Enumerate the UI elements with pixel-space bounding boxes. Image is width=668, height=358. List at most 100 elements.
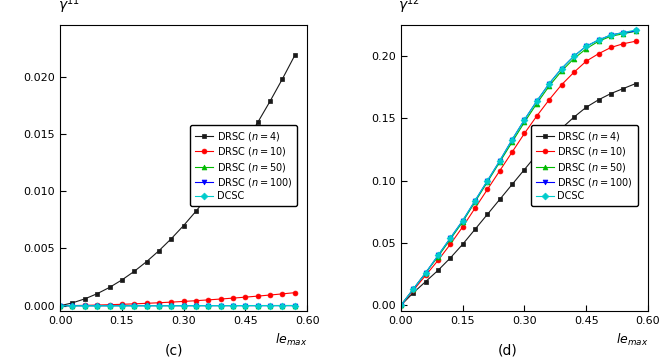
- DRSC ($n = 100$): [216, 304, 224, 308]
- DRSC ($n = 100$): [106, 304, 114, 308]
- DRSC ($n = 4$): [204, 194, 212, 198]
- DRSC ($n = 4$): [229, 159, 237, 164]
- DRSC ($n = 100$): [155, 304, 163, 308]
- DRSC ($n = 50$): [434, 255, 442, 259]
- DCSC: [155, 304, 163, 308]
- DRSC ($n = 50$): [545, 84, 553, 88]
- DRSC ($n = 50$): [216, 304, 224, 308]
- DRSC ($n = 4$): [167, 237, 175, 241]
- DRSC ($n = 100$): [632, 29, 640, 33]
- DCSC: [279, 303, 287, 308]
- DRSC ($n = 100$): [545, 81, 553, 86]
- DRSC ($n = 50$): [118, 304, 126, 308]
- DCSC: [118, 304, 126, 308]
- DCSC: [241, 304, 249, 308]
- DRSC ($n = 10$): [632, 39, 640, 43]
- DRSC ($n = 10$): [409, 288, 418, 292]
- Line: DRSC ($n = 100$): DRSC ($n = 100$): [57, 303, 297, 308]
- DRSC ($n = 10$): [106, 303, 114, 307]
- DRSC ($n = 100$): [229, 304, 237, 308]
- DRSC ($n = 100$): [180, 304, 188, 308]
- DRSC ($n = 4$): [241, 140, 249, 145]
- DRSC ($n = 4$): [68, 301, 76, 305]
- DRSC ($n = 10$): [279, 292, 287, 296]
- DRSC ($n = 100$): [595, 38, 603, 42]
- DRSC ($n = 10$): [167, 300, 175, 304]
- DCSC: [229, 304, 237, 308]
- DCSC: [446, 236, 454, 240]
- DCSC: [409, 287, 418, 291]
- DRSC ($n = 4$): [266, 99, 274, 103]
- Text: $le_{max}$: $le_{max}$: [616, 332, 648, 348]
- DRSC ($n = 50$): [155, 304, 163, 308]
- Line: DRSC ($n = 4$): DRSC ($n = 4$): [399, 81, 638, 308]
- DRSC ($n = 50$): [484, 180, 492, 184]
- DRSC ($n = 4$): [118, 278, 126, 282]
- DRSC ($n = 4$): [279, 77, 287, 81]
- DRSC ($n = 50$): [520, 120, 528, 124]
- DCSC: [619, 30, 627, 35]
- DRSC ($n = 100$): [558, 67, 566, 71]
- DRSC ($n = 50$): [397, 303, 405, 308]
- DRSC ($n = 10$): [533, 114, 541, 118]
- DRSC ($n = 100$): [56, 304, 64, 308]
- DCSC: [106, 304, 114, 308]
- DRSC ($n = 100$): [93, 304, 101, 308]
- DRSC ($n = 100$): [459, 218, 467, 223]
- DRSC ($n = 4$): [533, 153, 541, 157]
- DRSC ($n = 10$): [397, 303, 405, 308]
- Legend: DRSC ($n = 4$), DRSC ($n = 10$), DRSC ($n = 50$), DRSC ($n = 100$), DCSC: DRSC ($n = 4$), DRSC ($n = 10$), DRSC ($…: [190, 125, 297, 206]
- DCSC: [508, 137, 516, 142]
- DCSC: [533, 99, 541, 103]
- DRSC ($n = 100$): [619, 30, 627, 35]
- Text: (c): (c): [164, 343, 183, 357]
- DRSC ($n = 10$): [216, 297, 224, 301]
- DRSC ($n = 4$): [254, 120, 262, 125]
- DCSC: [167, 304, 175, 308]
- DRSC ($n = 10$): [434, 258, 442, 262]
- DCSC: [266, 303, 274, 308]
- DRSC ($n = 100$): [446, 236, 454, 240]
- Line: DRSC ($n = 10$): DRSC ($n = 10$): [399, 39, 638, 308]
- DRSC ($n = 100$): [484, 179, 492, 183]
- DRSC ($n = 100$): [508, 137, 516, 142]
- DRSC ($n = 100$): [533, 99, 541, 103]
- DRSC ($n = 4$): [545, 139, 553, 143]
- DRSC ($n = 4$): [446, 256, 454, 260]
- DRSC ($n = 4$): [142, 260, 150, 264]
- DRSC ($n = 50$): [167, 304, 175, 308]
- DRSC ($n = 10$): [254, 294, 262, 298]
- DCSC: [520, 117, 528, 122]
- DRSC ($n = 100$): [496, 159, 504, 163]
- DRSC ($n = 4$): [558, 126, 566, 131]
- DCSC: [397, 303, 405, 308]
- DRSC ($n = 10$): [595, 52, 603, 56]
- DRSC ($n = 4$): [607, 91, 615, 96]
- DRSC ($n = 100$): [266, 304, 274, 308]
- DRSC ($n = 10$): [607, 45, 615, 50]
- DRSC ($n = 4$): [570, 115, 578, 119]
- DRSC ($n = 100$): [434, 253, 442, 257]
- Line: DRSC ($n = 100$): DRSC ($n = 100$): [399, 29, 638, 308]
- DRSC ($n = 50$): [279, 303, 287, 308]
- DCSC: [558, 67, 566, 71]
- DRSC ($n = 50$): [106, 304, 114, 308]
- DRSC ($n = 10$): [180, 299, 188, 304]
- DRSC ($n = 10$): [241, 295, 249, 299]
- Text: $\tilde{\gamma}^{11}$: $\tilde{\gamma}^{11}$: [57, 0, 79, 16]
- DRSC ($n = 4$): [582, 105, 591, 110]
- DRSC ($n = 100$): [130, 304, 138, 308]
- DRSC ($n = 50$): [93, 304, 101, 308]
- DCSC: [595, 38, 603, 42]
- Line: DRSC ($n = 10$): DRSC ($n = 10$): [57, 290, 297, 308]
- DRSC ($n = 4$): [56, 304, 64, 308]
- DCSC: [180, 304, 188, 308]
- DRSC ($n = 100$): [582, 44, 591, 48]
- DRSC ($n = 4$): [192, 209, 200, 213]
- DRSC ($n = 50$): [56, 304, 64, 308]
- DRSC ($n = 10$): [446, 242, 454, 246]
- DRSC ($n = 100$): [68, 304, 76, 308]
- DRSC ($n = 10$): [204, 298, 212, 302]
- DRSC ($n = 50$): [68, 304, 76, 308]
- DRSC ($n = 50$): [508, 140, 516, 144]
